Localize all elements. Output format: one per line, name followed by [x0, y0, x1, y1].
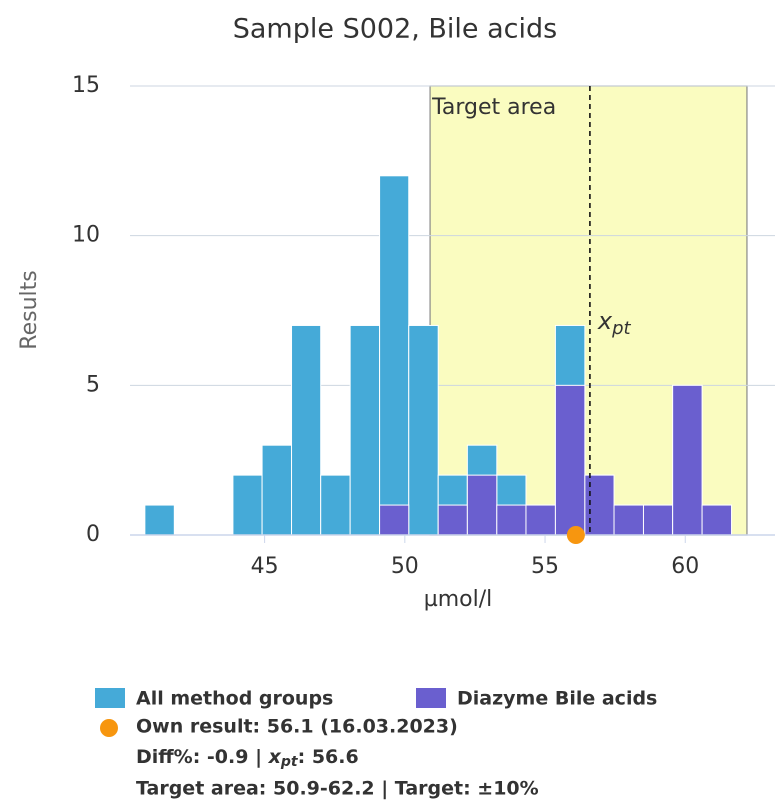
- bar: [642, 504, 674, 536]
- bar: [291, 324, 322, 536]
- text: pt: [611, 318, 631, 339]
- legend-target: Target area: 50.9-62.2 | Target: ±10%: [136, 778, 539, 800]
- xpt-label: xpt: [597, 307, 632, 339]
- chart-title: Sample S002, Bile acids: [233, 14, 557, 45]
- y-axis-label: Results: [17, 270, 42, 349]
- x-tick-label: 60: [671, 554, 699, 579]
- bar: [379, 504, 410, 536]
- x-axis-label: µmol/l: [424, 587, 493, 612]
- legend-marker: [100, 719, 118, 737]
- plot-area: Target area 0 5 10 15 45 50 55 60 xpt: [72, 73, 775, 579]
- bar: [701, 504, 733, 536]
- bar: [437, 504, 468, 536]
- bar: [349, 324, 381, 536]
- x-tick-label: 55: [531, 554, 559, 579]
- bar: [232, 474, 263, 536]
- x-tick-label: 45: [251, 554, 279, 579]
- y-tick-label: 15: [72, 73, 100, 98]
- bar: [261, 444, 293, 536]
- bar: [672, 384, 703, 536]
- y-tick-label: 5: [86, 372, 100, 397]
- y-tick-label: 10: [72, 223, 100, 248]
- text: : 56.6: [298, 746, 359, 768]
- bar: [554, 384, 586, 536]
- legend-own-result: Own result: 56.1 (16.03.2023): [136, 716, 458, 738]
- bar: [320, 474, 351, 536]
- text: pt: [280, 754, 299, 770]
- bar: [408, 324, 439, 536]
- bar: [496, 504, 527, 536]
- own-result: [566, 526, 585, 544]
- y-tick-label: 0: [86, 522, 100, 547]
- x-tick-label: 50: [391, 554, 419, 579]
- legend-swatch: [416, 688, 446, 708]
- legend-label: Diazyme Bile acids: [457, 688, 657, 710]
- bar: [525, 504, 556, 536]
- bar: [379, 175, 410, 536]
- text: Diff%: -0.9 |: [136, 746, 269, 768]
- text: x: [268, 746, 282, 768]
- legend-label: All method groups: [136, 688, 333, 710]
- target-area-label: Target area: [431, 95, 556, 120]
- text: x: [597, 307, 613, 335]
- bar: [613, 504, 644, 536]
- legend-swatch: [95, 688, 125, 708]
- legend: All method groups Diazyme Bile acids Own…: [95, 688, 657, 800]
- bar: [144, 504, 175, 536]
- legend-diff: Diff%: -0.9 | xpt: 56.6: [136, 746, 359, 771]
- bar: [466, 474, 498, 536]
